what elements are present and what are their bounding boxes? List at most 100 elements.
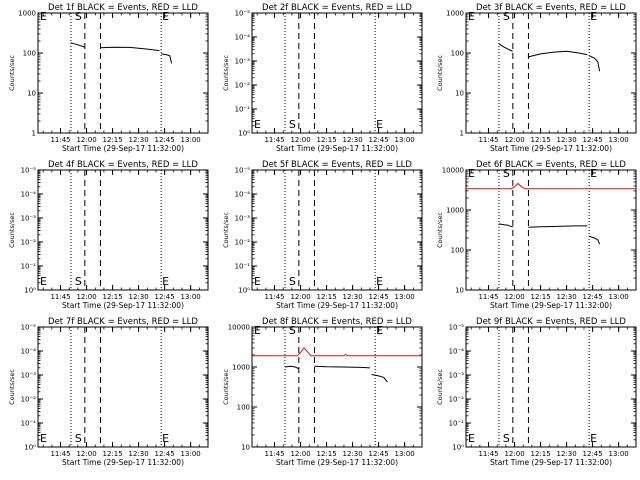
- y-tick-label: 10⁻¹: [449, 420, 465, 428]
- x-tick-label: 12:45: [155, 136, 175, 144]
- y-tick-label: 10000: [228, 324, 250, 332]
- y-tick-label: 1000: [18, 10, 36, 18]
- events-series-line: [528, 225, 588, 228]
- y-tick-label: 10⁻⁵: [235, 167, 251, 175]
- marker-e-left: E: [254, 324, 261, 337]
- chart-title: Det 7f BLACK = Events, RED = LLD: [48, 317, 198, 327]
- chart-title: Det 9f BLACK = Events, RED = LLD: [476, 317, 626, 327]
- y-tick-label: 10⁻³: [235, 215, 251, 223]
- y-tick-label: 10000: [442, 167, 464, 175]
- marker-s: S: [75, 275, 82, 288]
- x-tick-label: 12:15: [316, 293, 336, 301]
- chart-panel: Det 4f BLACK = Events, RED = LLD 10⁰ 10⁻¹ 1…: [8, 160, 209, 310]
- marker-e-left: E: [468, 10, 475, 23]
- x-tick-label: 12:30: [343, 293, 363, 301]
- marker-e-left: E: [40, 275, 47, 288]
- chart-title: Det 6f BLACK = Events, RED = LLD: [476, 160, 626, 170]
- y-tick-label: 10⁻³: [235, 58, 251, 66]
- events-series-line: [314, 365, 371, 369]
- y-tick-label: 10: [455, 90, 464, 98]
- events-series-line: [161, 53, 173, 64]
- lld-series-line: [466, 182, 636, 190]
- marker-e-left: E: [254, 118, 261, 131]
- x-tick-label: 12:00: [504, 136, 524, 144]
- marker-s: S: [75, 10, 82, 23]
- x-tick-label: 12:00: [290, 136, 310, 144]
- x-tick-label: 13:00: [609, 136, 629, 144]
- y-tick-label: 1000: [446, 207, 464, 215]
- x-tick-label: 13:00: [181, 293, 201, 301]
- y-tick-label: 10⁻³: [21, 215, 37, 223]
- y-axis-label: Counts/sec: [8, 55, 16, 91]
- y-tick-label: 100: [23, 50, 36, 58]
- chart-panel: Det 6f BLACK = Events, RED = LLD 10 100 100…: [436, 160, 637, 310]
- y-tick-label: 10⁰: [238, 130, 250, 138]
- y-axis-label: Counts/sec: [436, 369, 444, 405]
- events-series-line: [284, 365, 300, 370]
- y-tick-label: 10⁻²: [235, 239, 251, 247]
- x-tick-label: 12:00: [76, 136, 96, 144]
- marker-e-right: E: [590, 167, 597, 180]
- plot-frame: [465, 12, 637, 134]
- y-tick-label: 10⁻²: [21, 239, 37, 247]
- marker-e-left: E: [254, 275, 261, 288]
- y-tick-label: 10⁻⁴: [235, 34, 251, 42]
- x-tick-label: 12:30: [557, 293, 577, 301]
- y-tick-label: 10⁻¹: [235, 263, 251, 271]
- y-axis-label: Counts/sec: [8, 369, 16, 405]
- x-axis-label: Start Time (29-Sep-17 11:32:00): [276, 144, 398, 153]
- y-tick-label: 10⁻⁴: [449, 348, 465, 356]
- y-axis-label: Counts/sec: [222, 55, 230, 91]
- y-tick-label: 100: [237, 404, 250, 412]
- chart-title: Det 4f BLACK = Events, RED = LLD: [48, 160, 198, 170]
- x-tick-label: 13:00: [395, 293, 415, 301]
- x-tick-label: 13:00: [395, 450, 415, 458]
- y-tick-label: 10⁻⁵: [235, 10, 251, 18]
- y-tick-label: 10⁰: [24, 444, 36, 452]
- x-tick-label: 12:30: [129, 136, 149, 144]
- chart-title: Det 2f BLACK = Events, RED = LLD: [262, 3, 412, 13]
- marker-s: S: [503, 167, 510, 180]
- events-series-line: [100, 46, 160, 52]
- y-tick-label: 10: [241, 444, 250, 452]
- x-tick-label: 12:00: [290, 293, 310, 301]
- x-tick-label: 12:15: [530, 293, 550, 301]
- lld-series-line: [252, 347, 422, 357]
- x-tick-label: 12:45: [155, 450, 175, 458]
- y-axis-label: Counts/sec: [436, 55, 444, 91]
- x-tick-label: 12:15: [316, 136, 336, 144]
- x-tick-label: 11:45: [264, 136, 284, 144]
- x-tick-label: 11:45: [478, 136, 498, 144]
- x-axis-label: Start Time (29-Sep-17 11:32:00): [276, 458, 398, 467]
- marker-e-left: E: [40, 432, 47, 445]
- y-tick-label: 10⁻⁵: [21, 324, 37, 332]
- events-series-line: [371, 374, 388, 383]
- y-axis-label: Counts/sec: [222, 212, 230, 248]
- y-axis-label: Counts/sec: [222, 369, 230, 405]
- x-tick-label: 12:30: [557, 450, 577, 458]
- marker-s: S: [289, 275, 296, 288]
- y-tick-label: 10: [455, 287, 464, 295]
- y-tick-label: 10⁻¹: [235, 106, 251, 114]
- plot-frame: [251, 326, 423, 448]
- x-tick-label: 12:15: [102, 293, 122, 301]
- y-tick-label: 100: [451, 247, 464, 255]
- x-tick-label: 12:00: [504, 450, 524, 458]
- x-tick-label: 12:15: [530, 136, 550, 144]
- x-tick-label: 11:45: [264, 450, 284, 458]
- x-axis-label: Start Time (29-Sep-17 11:32:00): [62, 301, 184, 310]
- x-tick-label: 12:45: [155, 293, 175, 301]
- marker-e-right: E: [376, 118, 383, 131]
- events-series-line: [70, 42, 85, 48]
- marker-e-left: E: [468, 167, 475, 180]
- x-tick-label: 12:00: [76, 293, 96, 301]
- x-tick-label: 12:30: [129, 450, 149, 458]
- plot-frame: [465, 169, 637, 291]
- chart-panel: Det 8f BLACK = Events, RED = LLD 10 100 100…: [222, 317, 423, 467]
- marker-e-right: E: [376, 275, 383, 288]
- x-tick-label: 12:45: [583, 293, 603, 301]
- marker-e-right: E: [162, 10, 169, 23]
- x-tick-label: 12:15: [102, 450, 122, 458]
- chart-panel: Det 9f BLACK = Events, RED = LLD 10⁰ 10⁻¹ 1…: [436, 317, 637, 467]
